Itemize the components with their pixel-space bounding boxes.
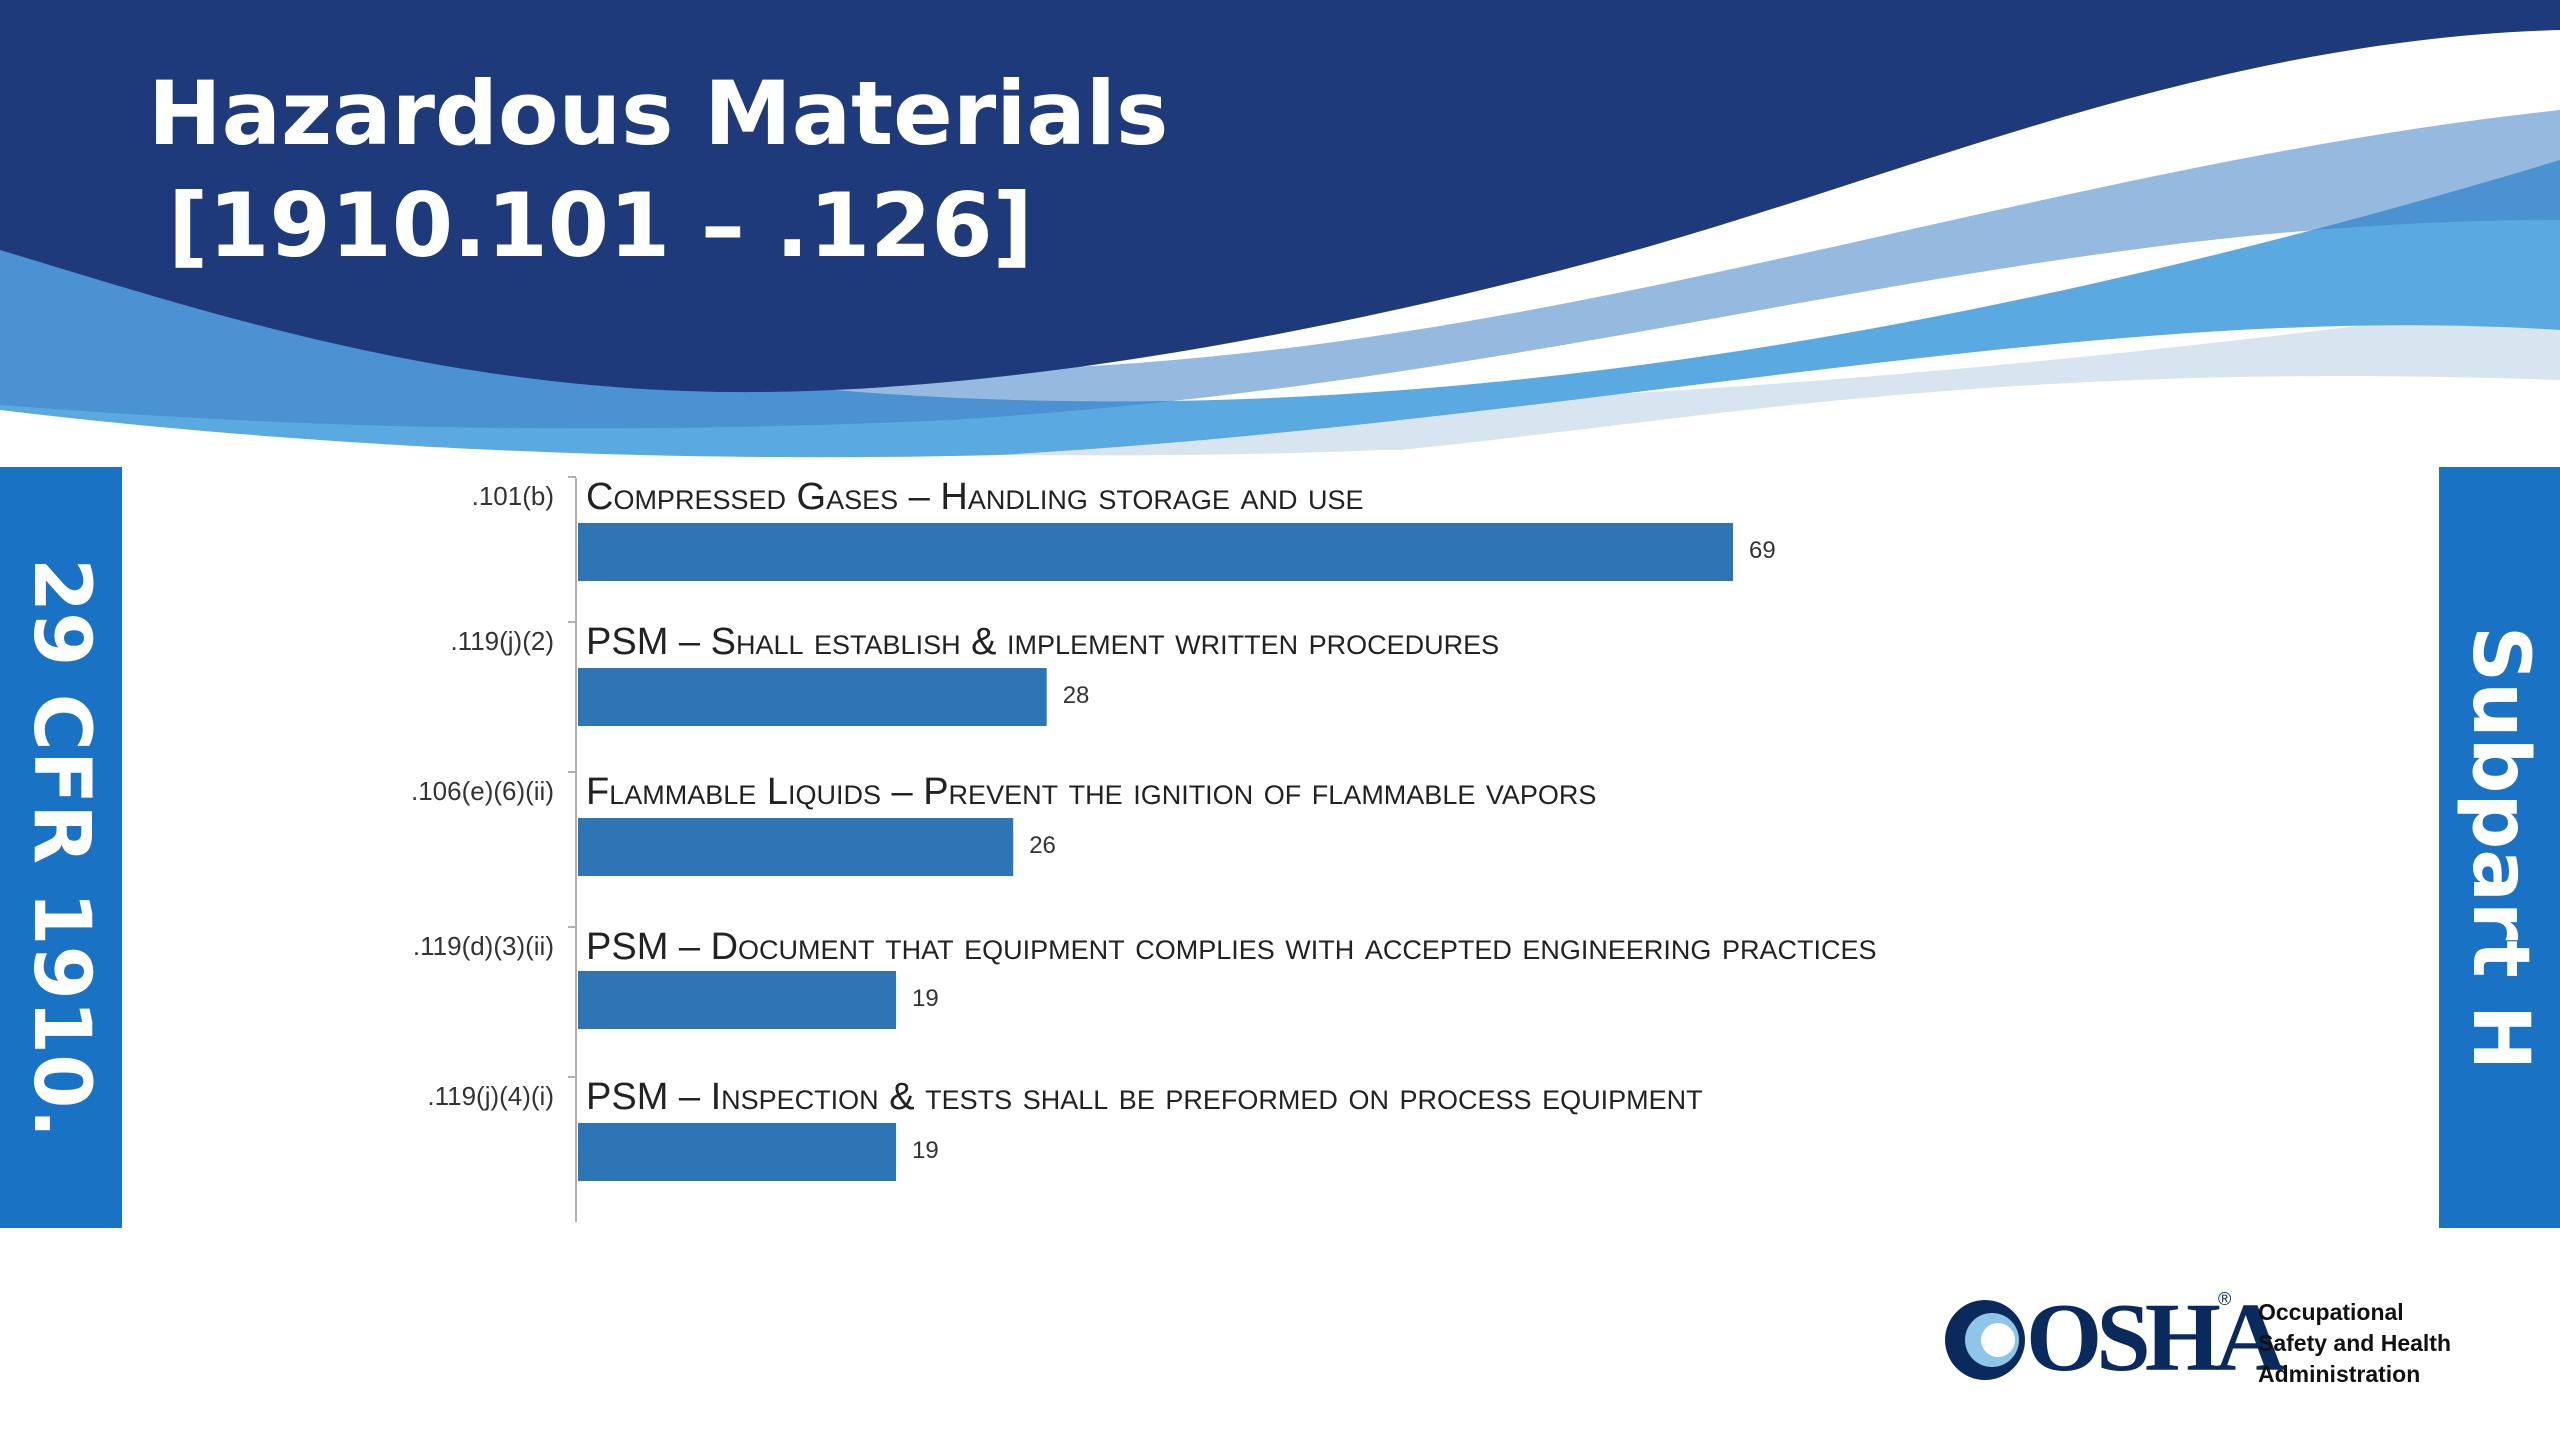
chart-tick-label: .106(e)(6)(ii)	[411, 776, 554, 806]
chart-bar	[578, 971, 897, 1029]
chart-category-description: Flammable Liquids – Prevent the ignition…	[586, 771, 1596, 813]
chart-bar	[578, 1123, 897, 1181]
chart-category-description: Compressed Gases – Handling storage and …	[586, 476, 1364, 518]
agency-line-1: Occupational	[2258, 1299, 2404, 1325]
agency-line-3: Administration	[2258, 1361, 2421, 1387]
agency-line-2: Safety and Health	[2258, 1330, 2451, 1356]
header-wave-background	[0, 0, 2560, 470]
osha-registered-mark: ®	[2218, 1289, 2232, 1309]
chart-data-label: 19	[912, 1137, 939, 1164]
chart-bar	[578, 523, 1733, 581]
chart-tick-label: .119(d)(3)(ii)	[413, 931, 554, 961]
chart-data-label: 69	[1749, 537, 1776, 564]
osha-wordmark: OSHA	[2026, 1284, 2286, 1392]
chart-data-label: 19	[912, 985, 939, 1012]
left-side-banner: 29 CFR 1910.	[0, 467, 122, 1228]
chart-data-label: 28	[1063, 682, 1090, 709]
chart-tick-label: .101(b)	[472, 481, 554, 511]
chart-bar	[578, 818, 1014, 876]
chart-tick-label: .119(j)(4)(i)	[427, 1081, 554, 1111]
chart-category-description: PSM – Shall establish & implement writte…	[586, 621, 1499, 663]
slide-title-line-2: [1910.101 – .126]	[168, 174, 1033, 277]
osha-swoosh-icon	[1945, 1300, 2025, 1380]
chart-category-description: PSM – Inspection & tests shall be prefor…	[586, 1076, 1703, 1118]
right-side-banner: Subpart H	[2439, 467, 2560, 1228]
chart-data-label: 26	[1029, 832, 1056, 859]
osha-logo: OSHA ® Occupational Safety and Health Ad…	[1940, 1285, 2500, 1395]
header-navy-wave	[0, 0, 2560, 393]
slide-title-line-1: Hazardous Materials	[148, 62, 1169, 165]
chart-tick-label: .119(j)(2)	[450, 626, 554, 656]
osha-agency-name: Occupational Safety and Health Administr…	[2258, 1297, 2451, 1390]
chart-bar	[578, 668, 1047, 726]
chart-category-description: PSM – Document that equipment complies w…	[586, 926, 1877, 968]
